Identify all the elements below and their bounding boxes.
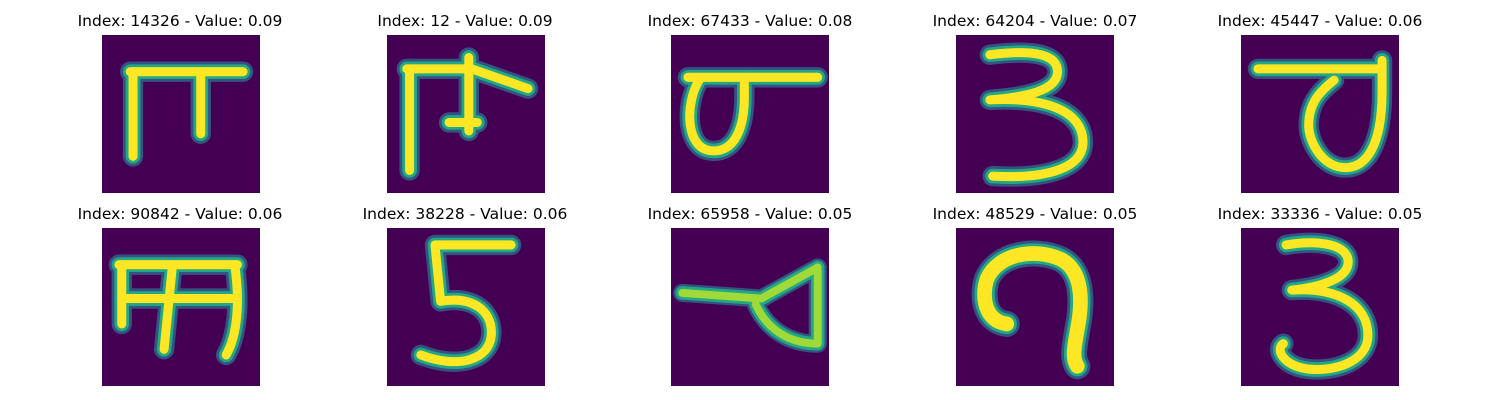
cell-title: Index: 65958 - Value: 0.05 bbox=[647, 205, 853, 223]
digit-image bbox=[671, 228, 829, 386]
digit-image bbox=[387, 228, 545, 386]
digit-image bbox=[102, 35, 260, 193]
glyph-devanagari-character bbox=[396, 47, 539, 181]
digit-image bbox=[956, 35, 1114, 193]
glyph-digit-three bbox=[979, 42, 1094, 187]
cell-title: Index: 45447 - Value: 0.06 bbox=[1217, 12, 1423, 30]
digit-image bbox=[1241, 228, 1399, 386]
glyph-devanagari-nine bbox=[971, 240, 1094, 380]
cell-title: Index: 14326 - Value: 0.09 bbox=[77, 12, 283, 30]
cell-title: Index: 33336 - Value: 0.05 bbox=[1217, 205, 1423, 223]
digit-image bbox=[102, 228, 260, 386]
glyph-devanagari-loop-character bbox=[677, 67, 828, 161]
glyph-devanagari-ga bbox=[120, 61, 254, 167]
glyph-digit-five bbox=[410, 234, 522, 372]
glyph-digit-three bbox=[1270, 232, 1379, 380]
cell-title: Index: 64204 - Value: 0.07 bbox=[932, 12, 1138, 30]
digit-image bbox=[956, 228, 1114, 386]
cell-title: Index: 12 - Value: 0.09 bbox=[377, 12, 553, 30]
cell-title: Index: 38228 - Value: 0.06 bbox=[362, 205, 568, 223]
digit-image bbox=[1241, 35, 1399, 193]
cell-title: Index: 48529 - Value: 0.05 bbox=[932, 205, 1138, 223]
cell-title: Index: 67433 - Value: 0.08 bbox=[647, 12, 853, 30]
glyph-devanagari-ma bbox=[108, 254, 248, 366]
digit-image bbox=[671, 35, 829, 193]
glyph-devanagari-va bbox=[1247, 50, 1393, 178]
glyph-devanagari-pha bbox=[673, 258, 827, 353]
cell-title: Index: 90842 - Value: 0.06 bbox=[77, 205, 283, 223]
digit-image bbox=[387, 35, 545, 193]
